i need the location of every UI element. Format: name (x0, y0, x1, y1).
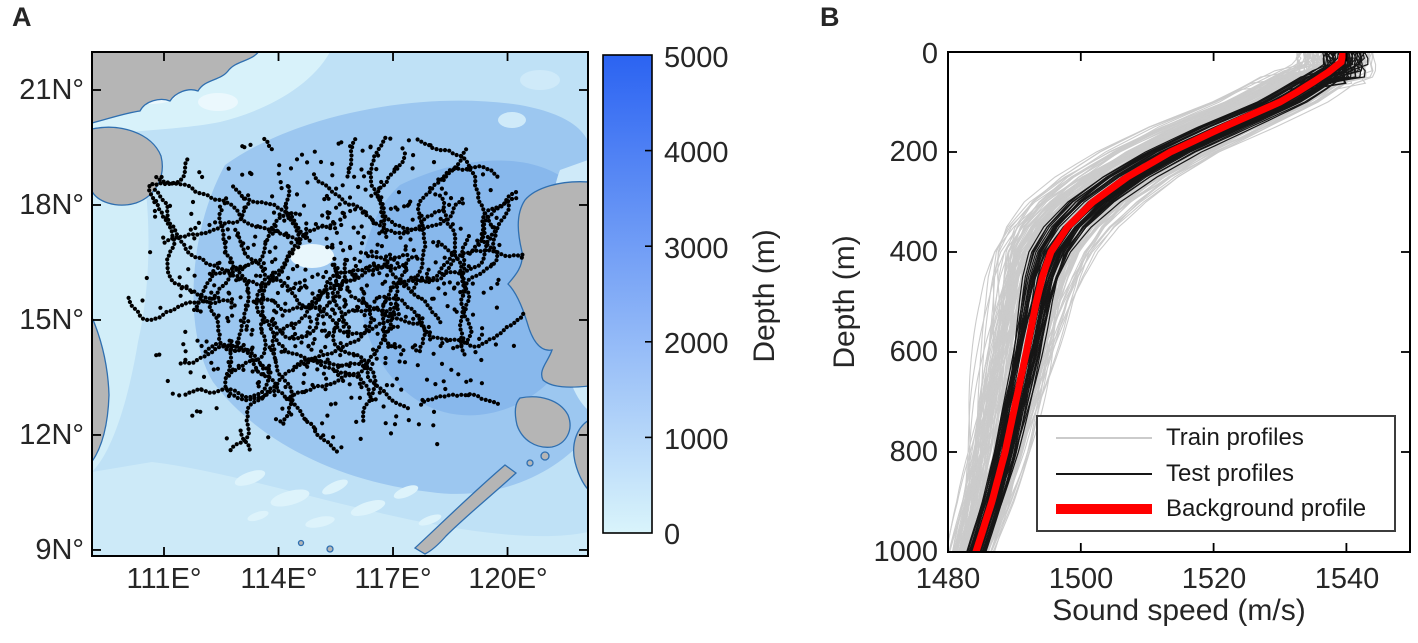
b-xtick-1540: 1540 (1314, 563, 1380, 595)
cb-tick-2000: 2000 (664, 328, 729, 360)
island (526, 459, 534, 467)
b-ylabel: Depth (m) (828, 235, 861, 369)
land-palawan (413, 464, 518, 555)
strait-bank (498, 112, 526, 128)
land-luzon (507, 181, 588, 388)
strait-bank (520, 70, 560, 90)
cb-tick-0: 0 (664, 519, 681, 551)
colorbar-ticks (645, 149, 652, 439)
b-ytick-1000: 1000 (873, 536, 938, 568)
land-vietnam (92, 315, 110, 463)
island (540, 451, 550, 461)
legend-row-background: Background profile (1038, 495, 1394, 523)
map-ticks (92, 52, 588, 556)
land-mindoro (514, 396, 571, 448)
b-ytick-0: 0 (921, 38, 938, 70)
map-ytick-18n: 18N° (19, 189, 84, 221)
panel-b-label: B (820, 2, 840, 32)
cb-tick-1000: 1000 (664, 424, 729, 456)
map-ytick-21n: 21N° (19, 74, 84, 106)
colorbar-title: Depth (m) (748, 229, 781, 363)
colorbar (602, 54, 653, 534)
b-xlabel: Sound speed (m/s) (1052, 594, 1306, 627)
b-ytick-200: 200 (889, 136, 938, 168)
test-line-swatch (1056, 472, 1152, 475)
map-xtick-111e: 111E° (126, 563, 202, 595)
panel-a-label: A (12, 2, 32, 32)
map-axes-box (91, 51, 589, 557)
profiles-axes-box (947, 51, 1411, 553)
map-panel (92, 52, 588, 556)
map-xtick-117e: 117E° (354, 563, 432, 595)
b-ytick-800: 800 (889, 436, 938, 468)
b-xtick-1500: 1500 (1048, 563, 1114, 595)
scatter-points (126, 135, 526, 454)
legend-label-train: Train profiles (1166, 424, 1304, 452)
map-xtick-114e: 114E° (240, 563, 318, 595)
macclesfield-bank (290, 244, 334, 268)
profiles-ticks (948, 52, 1410, 552)
b-xtick-1520: 1520 (1181, 563, 1247, 595)
land-panay (573, 419, 588, 490)
cb-tick-3000: 3000 (664, 233, 729, 265)
legend: Train profiles Test profiles Background … (1036, 415, 1396, 532)
cb-tick-4000: 4000 (664, 137, 729, 169)
island (297, 539, 305, 547)
profiles-panel (948, 52, 1377, 552)
background-line-swatch (1056, 503, 1152, 514)
b-ytick-400: 400 (889, 236, 938, 268)
map-ytick-15n: 15N° (19, 304, 84, 336)
legend-label-test: Test profiles (1166, 459, 1295, 487)
train-line-swatch (1056, 437, 1152, 440)
map-xtick-120e: 120E° (468, 563, 548, 595)
legend-row-test: Test profiles (1038, 460, 1394, 488)
b-ytick-600: 600 (889, 336, 938, 368)
legend-label-background: Background profile (1166, 494, 1367, 522)
b-xtick-1480: 1480 (915, 563, 981, 595)
land-china-coast (92, 52, 260, 124)
legend-row-train: Train profiles (1038, 424, 1394, 452)
reef-speckles (234, 470, 442, 528)
map-ytick-9n: 9N° (35, 534, 84, 566)
bank-patch (198, 93, 238, 111)
land-masses (92, 52, 588, 555)
background-profile-line (972, 52, 1347, 552)
cb-tick-5000: 5000 (664, 42, 729, 74)
island (326, 545, 334, 553)
shelf-south (92, 462, 588, 556)
map-ytick-12n: 12N° (19, 419, 84, 451)
